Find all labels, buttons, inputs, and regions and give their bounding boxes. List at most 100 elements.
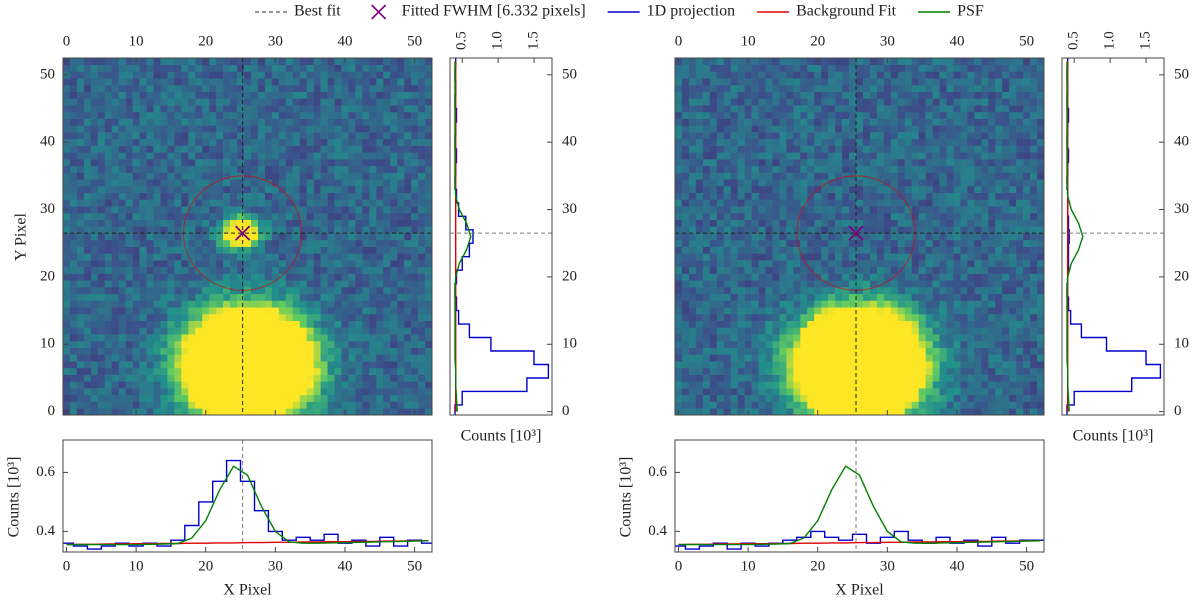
pixel: [369, 64, 377, 72]
pixel: [904, 226, 913, 234]
pixel: [97, 327, 106, 335]
pixel: [125, 145, 133, 153]
pixel: [362, 179, 370, 187]
pixel: [404, 132, 412, 140]
pixel: [237, 98, 245, 106]
pixel: [250, 78, 259, 86]
pixel: [244, 206, 252, 214]
pixel: [285, 64, 294, 72]
pixel: [369, 105, 377, 113]
pixel: [890, 78, 899, 86]
pixel: [160, 327, 168, 335]
pixel: [292, 388, 301, 396]
pixel: [90, 394, 99, 402]
pixel: [139, 367, 147, 375]
pixel: [793, 266, 801, 274]
pixel: [313, 327, 321, 335]
pixel: [765, 98, 773, 106]
pixel: [320, 145, 328, 153]
pixel: [118, 313, 126, 321]
pixel: [202, 111, 210, 119]
pixel: [862, 212, 871, 220]
pixel: [786, 239, 794, 247]
pixel: [69, 71, 78, 79]
pixel: [181, 239, 189, 247]
pixel: [216, 374, 224, 382]
pixel: [83, 260, 92, 268]
pixel: [939, 293, 947, 301]
pixel: [278, 105, 287, 113]
pixel: [932, 98, 940, 106]
pixel: [702, 199, 711, 207]
pixel: [271, 367, 280, 375]
pixel: [69, 313, 78, 321]
pixel: [195, 192, 203, 200]
pixel: [765, 138, 773, 146]
y-tick-label: 0.6: [36, 464, 55, 480]
pixel: [188, 381, 196, 389]
pixel: [709, 212, 718, 220]
pixel: [69, 280, 78, 288]
pixel: [890, 152, 899, 160]
pixel: [376, 408, 384, 415]
pixel: [716, 307, 725, 315]
pixel: [828, 125, 836, 133]
pixel: [216, 91, 224, 99]
projection-line: [63, 459, 432, 550]
pixel: [69, 334, 78, 342]
pixel: [779, 307, 787, 315]
pixel: [869, 118, 878, 126]
pixel: [97, 300, 106, 308]
pixel: [709, 280, 718, 288]
pixel: [271, 91, 280, 99]
pixel: [800, 313, 808, 321]
pixel: [146, 98, 154, 106]
pixel: [842, 152, 850, 160]
pixel: [250, 118, 259, 126]
pixel: [271, 307, 280, 315]
pixel: [751, 91, 759, 99]
pixel: [292, 408, 301, 415]
pixel: [807, 340, 815, 348]
pixel: [779, 233, 787, 241]
pixel: [800, 206, 808, 214]
pixel: [125, 354, 133, 362]
pixel: [299, 132, 307, 140]
pixel: [181, 401, 189, 409]
pixel: [807, 293, 815, 301]
pixel: [181, 199, 189, 207]
pixel: [181, 179, 189, 187]
pixel: [946, 388, 954, 396]
pixel: [167, 105, 175, 113]
pixel: [167, 98, 175, 106]
pixel: [425, 361, 432, 369]
pixel: [418, 199, 426, 207]
pixel: [146, 132, 154, 140]
pixel: [397, 219, 405, 227]
pixel: [278, 253, 287, 261]
pixel: [362, 394, 370, 402]
pixel: [709, 354, 718, 362]
pixel: [425, 293, 432, 301]
pixel: [695, 354, 704, 362]
pixel: [688, 206, 697, 214]
pixel: [383, 307, 391, 315]
pixel: [244, 91, 252, 99]
pixel: [76, 300, 85, 308]
pixel: [223, 273, 231, 281]
pixel: [69, 84, 78, 92]
pixel: [271, 179, 280, 187]
pixel: [856, 64, 864, 72]
pixel: [376, 118, 384, 126]
pixel: [390, 71, 398, 79]
pixel: [257, 132, 266, 140]
pixel: [195, 253, 203, 261]
pixel: [383, 118, 391, 126]
pixel: [348, 253, 356, 261]
pixel: [695, 192, 704, 200]
pixel: [814, 219, 822, 227]
pixel: [397, 98, 405, 106]
pixel: [237, 293, 245, 301]
pixel: [681, 152, 690, 160]
pixel: [181, 327, 189, 335]
